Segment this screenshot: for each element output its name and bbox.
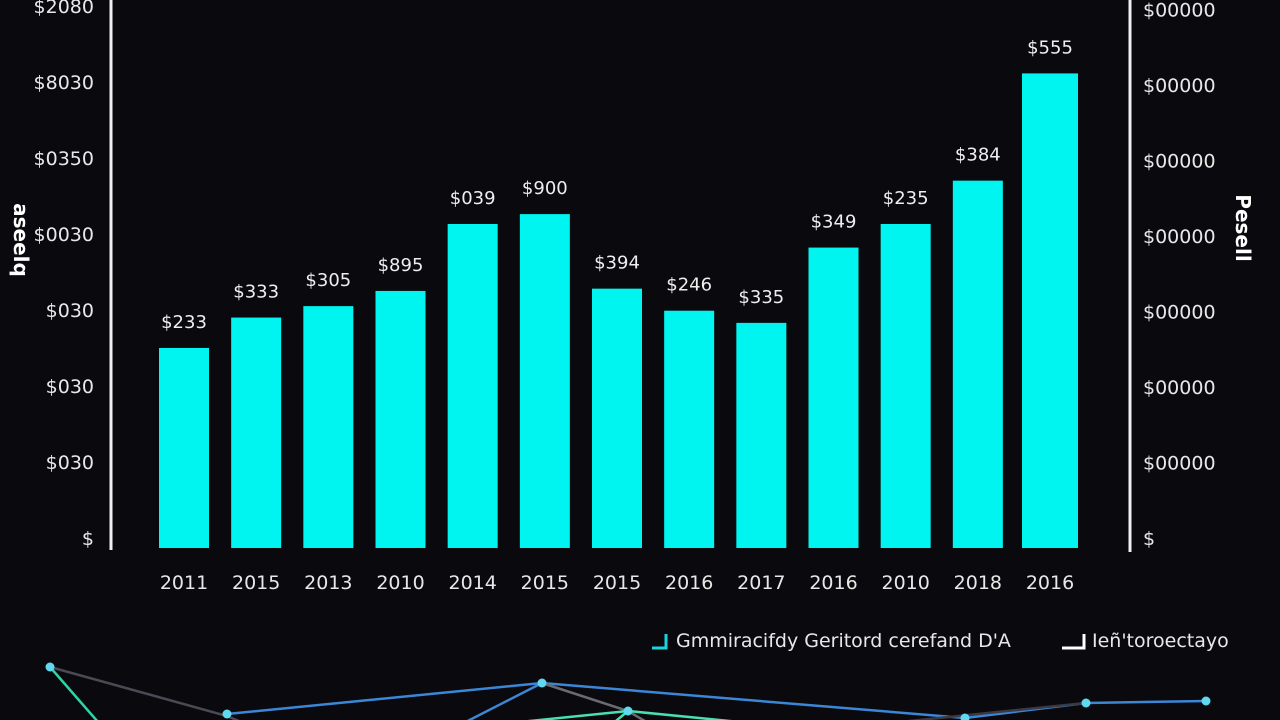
x-tick-label: 2015: [521, 572, 569, 594]
series-point: [1081, 698, 1091, 708]
legend-marker-0: [652, 634, 668, 650]
bar-data-label: $349: [811, 212, 857, 233]
bar: [736, 322, 787, 548]
x-tick-label: 2016: [1026, 572, 1074, 594]
left-axis-title: aseelq: [9, 203, 33, 277]
bottom-line-chart: [45, 662, 1211, 720]
right-tick-label: $00000: [1143, 0, 1216, 22]
left-tick-label: $8030: [34, 72, 94, 94]
left-tick-label: $030: [46, 300, 94, 322]
right-tick-label: $00000: [1143, 302, 1216, 324]
bar-data-label: $555: [1027, 37, 1073, 58]
left-tick-label: $030: [46, 452, 94, 474]
bar: [808, 247, 859, 549]
series-point: [623, 706, 633, 716]
bar: [1022, 73, 1078, 548]
series-point: [45, 662, 55, 672]
left-tick-label: $0030: [34, 224, 94, 246]
bar-data-label: $246: [666, 275, 712, 296]
bar: [880, 224, 931, 548]
bar: [592, 288, 642, 548]
series-point: [960, 713, 970, 720]
bar: [519, 214, 570, 548]
right-tick-label: $: [1143, 528, 1155, 550]
bar-data-label: $900: [522, 178, 568, 199]
right-tick-label: $00000: [1143, 226, 1216, 248]
x-tick-label: 2015: [232, 572, 280, 594]
left-tick-label: $: [82, 528, 94, 550]
right-axis-title: Pesell: [1231, 194, 1255, 261]
right-tick-label: $00000: [1143, 453, 1216, 475]
bar-data-label: $335: [738, 287, 784, 308]
bar: [952, 180, 1003, 548]
x-tick-label: 2010: [881, 572, 929, 594]
x-tick-label: 2016: [809, 572, 857, 594]
series-point: [222, 709, 232, 719]
x-tick-label: 2018: [954, 572, 1002, 594]
right-tick-label: $00000: [1143, 75, 1216, 97]
bar-data-label: $235: [883, 188, 929, 209]
bar-data-label: $233: [161, 312, 207, 333]
series-line: [907, 701, 1087, 720]
series-line: [466, 681, 543, 720]
legend-label-1: Ieñ'toroectayo: [1092, 630, 1229, 652]
x-tick-label: 2016: [665, 572, 713, 594]
x-tick-label: 2013: [304, 572, 352, 594]
series-line: [226, 681, 1207, 720]
bar: [447, 224, 498, 548]
bar-data-label: $384: [955, 145, 1001, 166]
left-tick-label: $0350: [34, 148, 94, 170]
bar: [303, 306, 354, 548]
bar-data-label: $039: [450, 188, 496, 209]
bar: [664, 310, 715, 548]
legend-label-0: Gmmiracifdy Geritord cerefand D'A: [676, 630, 1011, 652]
x-tick-label: 2014: [448, 572, 496, 594]
series-line: [615, 710, 629, 720]
bar: [231, 317, 282, 548]
left-tick-label: $2080: [34, 0, 94, 18]
bar: [159, 347, 209, 548]
x-tick-label: 2015: [593, 572, 641, 594]
bar-data-label: $895: [378, 255, 424, 276]
left-tick-label: $030: [46, 376, 94, 398]
right-tick-label: $00000: [1143, 377, 1216, 399]
bar-data-label: $333: [233, 282, 279, 303]
legend-marker-1: [1062, 634, 1086, 650]
legend: Gmmiracifdy Geritord cerefand D'A Ieñ'to…: [652, 630, 1229, 652]
x-tick-label: 2010: [376, 572, 424, 594]
bar: [375, 290, 426, 548]
x-tick-label: 2011: [160, 572, 208, 594]
x-tick-label: 2017: [737, 572, 785, 594]
series-point: [1201, 696, 1211, 706]
bar-data-label: $305: [305, 270, 351, 291]
right-tick-label: $00000: [1143, 151, 1216, 173]
bar-data-label: $394: [594, 253, 640, 274]
series-point: [537, 678, 547, 688]
